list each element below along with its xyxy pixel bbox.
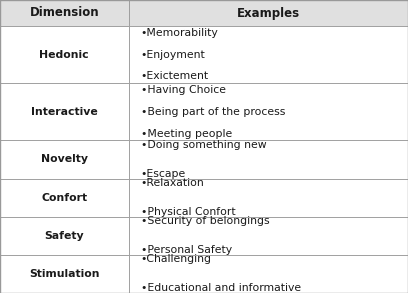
Text: •Physical Confort: •Physical Confort [141,207,235,217]
Text: •Having Choice: •Having Choice [141,85,226,95]
Text: •Relaxation: •Relaxation [141,178,204,188]
Text: Dimension: Dimension [29,6,99,20]
Bar [129,83,408,140]
Bar [129,178,408,217]
Text: •Challenging: •Challenging [141,254,212,265]
Bar [0,255,129,293]
Text: Examples: Examples [237,6,300,20]
Text: •Enjoyment: •Enjoyment [141,50,206,59]
Text: Stimulation: Stimulation [29,269,100,279]
Bar [0,217,129,255]
Text: Novelty: Novelty [41,154,88,164]
Text: •Exictement: •Exictement [141,71,209,81]
Bar [0,0,129,26]
Text: •Doing something new: •Doing something new [141,140,266,150]
Bar [129,26,408,83]
Text: Safety: Safety [44,231,84,241]
Text: Interactive: Interactive [31,107,98,117]
Text: •Memorability: •Memorability [141,28,219,38]
Bar [0,83,129,140]
Text: •Personal Safety: •Personal Safety [141,245,232,255]
Text: •Educational and informative: •Educational and informative [141,283,301,293]
Bar [129,217,408,255]
Text: •Meeting people: •Meeting people [141,129,232,139]
Bar [0,140,129,178]
Text: Confort: Confort [41,193,87,203]
Text: •Security of belongings: •Security of belongings [141,216,269,226]
Text: Hedonic: Hedonic [40,50,89,59]
Text: •Being part of the process: •Being part of the process [141,107,285,117]
Bar [129,140,408,178]
Text: •Escape: •Escape [141,169,186,179]
Bar [129,255,408,293]
Bar [0,26,129,83]
Bar [129,0,408,26]
Bar [0,178,129,217]
